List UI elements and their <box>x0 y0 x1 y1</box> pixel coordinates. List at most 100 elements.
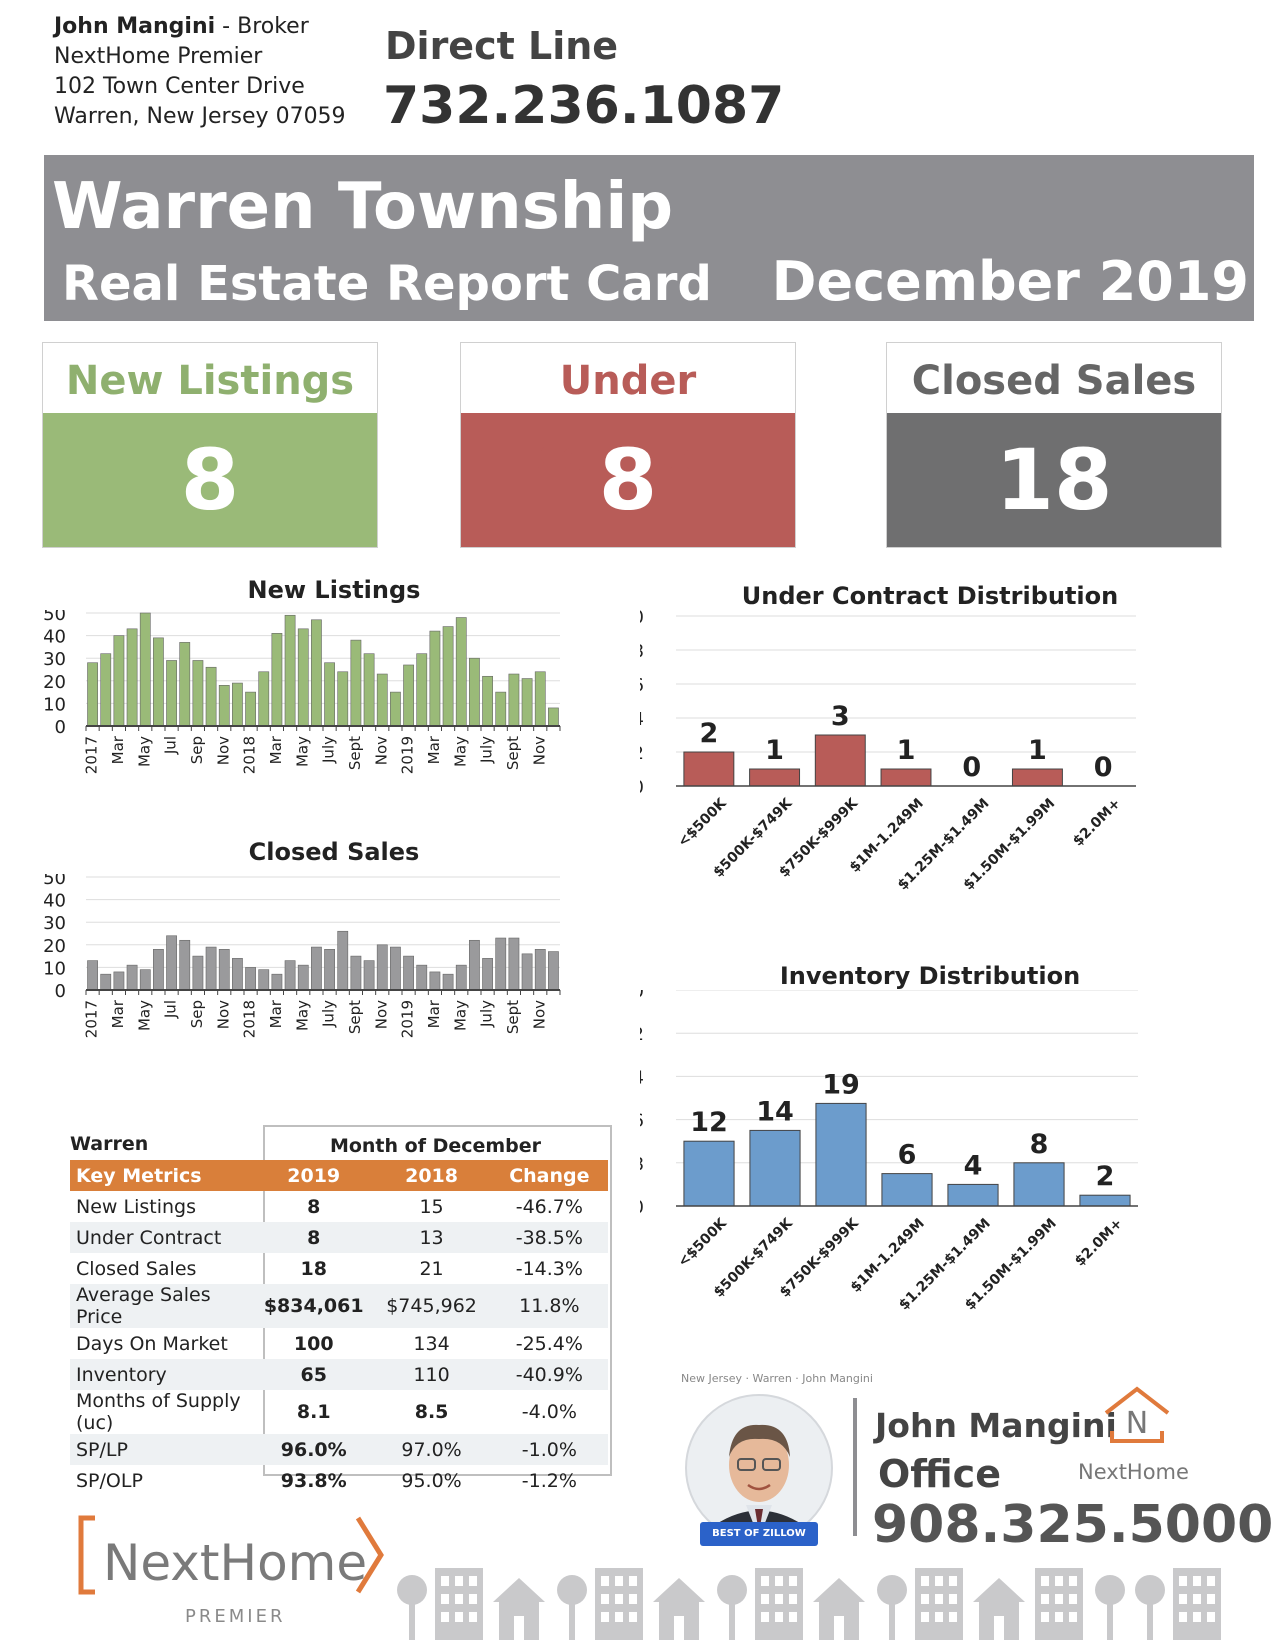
x-tick-label: Mar <box>425 999 443 1028</box>
building-window <box>469 1594 477 1604</box>
y-tick-label: 0 <box>55 981 66 1002</box>
house-door <box>834 1616 844 1640</box>
building-window <box>775 1576 783 1586</box>
building-window <box>1055 1612 1063 1622</box>
bar <box>337 930 349 991</box>
building-window <box>935 1576 943 1586</box>
bar <box>271 633 283 727</box>
bar <box>350 639 362 727</box>
table-cell: $745,962 <box>386 1295 477 1317</box>
table-cell: 8.1 <box>296 1401 331 1423</box>
bar <box>284 960 296 991</box>
building-window <box>615 1612 623 1622</box>
tree-trunk <box>1147 1602 1153 1640</box>
bar <box>258 671 270 727</box>
key-metrics-table: Key Metrics 2019 2018 Change New Listings 8 15… <box>70 1160 608 1496</box>
table-header-row: Key Metrics 2019 2018 Change <box>70 1160 608 1191</box>
building-window <box>629 1612 637 1622</box>
bar <box>113 971 125 991</box>
bar <box>548 951 559 991</box>
bar <box>126 628 138 727</box>
building-window <box>615 1576 623 1586</box>
title-banner <box>44 155 1254 321</box>
building-window <box>1055 1576 1063 1586</box>
chart-title-inventory-distribution: Inventory Distribution <box>779 962 1081 990</box>
x-tick-label: 2018 <box>241 736 259 774</box>
chart-title-closed-sales: Closed Sales <box>248 838 420 866</box>
table-cell: -38.5% <box>515 1226 583 1249</box>
data-label: 2 <box>1096 1161 1115 1192</box>
table-cell: Inventory <box>76 1363 167 1386</box>
bar <box>442 973 454 991</box>
house-door <box>674 1616 684 1640</box>
house-door <box>514 1616 524 1640</box>
best-of-zillow-badge: BEST OF ZILLOW <box>700 1522 818 1546</box>
bar <box>495 691 507 727</box>
bar <box>455 617 467 727</box>
bar <box>376 673 388 727</box>
bar <box>363 653 375 727</box>
table-cell: Average Sales Price <box>76 1284 211 1328</box>
y-tick-label: 0 <box>55 717 66 738</box>
data-label: 1 <box>1028 735 1047 766</box>
bar <box>179 642 191 727</box>
building-window <box>1193 1594 1201 1604</box>
x-tick-label: Nov <box>214 1000 232 1029</box>
bar <box>337 671 349 727</box>
report-date: December 2019 <box>771 250 1249 313</box>
house-roof <box>973 1578 1025 1602</box>
agent-name: John Mangini <box>54 14 216 39</box>
bar <box>100 973 112 991</box>
data-label: 12 <box>690 1107 728 1138</box>
building-window <box>1069 1576 1077 1586</box>
table-cell: Under Contract <box>76 1226 222 1249</box>
bar <box>390 946 401 991</box>
tree-trunk <box>729 1602 735 1640</box>
source-caption: New Jersey · Warren · John Mangini <box>681 1372 873 1385</box>
stat-label: Under Contract <box>531 358 725 480</box>
bar <box>482 675 493 727</box>
bar <box>205 946 217 991</box>
agent-info: John Mangini - Broker NextHome Premier 1… <box>54 12 346 132</box>
building-window <box>601 1594 609 1604</box>
contact-name: John Mangini <box>875 1406 1117 1445</box>
bar <box>363 960 375 991</box>
table-cell: 65 <box>300 1363 327 1386</box>
table-row: Days On Market 100 134 -25.4% <box>70 1328 608 1359</box>
table-row: Average Sales Price $834,061 $745,962 11.8% <box>70 1284 608 1328</box>
agent-photo <box>685 1394 833 1543</box>
bar <box>192 955 204 991</box>
y-tick-label: 50 <box>43 610 66 625</box>
house-door <box>994 1616 1004 1640</box>
bar <box>403 955 414 991</box>
building-window <box>1055 1594 1063 1604</box>
bar <box>166 935 177 991</box>
house-roof <box>653 1578 705 1602</box>
bar <box>521 678 533 727</box>
data-label: 3 <box>831 701 850 732</box>
building-window <box>1193 1576 1201 1586</box>
x-tick-label: Mar <box>267 999 285 1028</box>
x-tick-label: July <box>320 736 338 764</box>
stat-closed-sales: Closed Sales 18 <box>886 342 1222 548</box>
bar <box>455 964 467 991</box>
bar <box>469 939 480 991</box>
building-window <box>629 1576 637 1586</box>
tree-icon <box>557 1575 587 1605</box>
bar <box>245 691 256 727</box>
building-window <box>1179 1576 1187 1586</box>
category-label: <$500K <box>675 1215 731 1271</box>
table-cell: 15 <box>419 1195 444 1218</box>
table-cell: 100 <box>293 1332 334 1355</box>
data-label: 8 <box>1030 1129 1049 1160</box>
building-window <box>789 1612 797 1622</box>
x-tick-label: Mar <box>267 735 285 764</box>
bar <box>350 955 362 991</box>
y-tick-label: 24 <box>640 1067 644 1088</box>
data-label: 0 <box>1094 752 1113 783</box>
inventory-distribution-chart: 081624324012<$500K14$500K-$749K19$750K-$… <box>640 990 1138 1313</box>
building-window <box>441 1612 449 1622</box>
table-row: SP/LP 96.0% 97.0% -1.0% <box>70 1434 608 1465</box>
table-row: Months of Supply (uc) 8.1 8.5 -4.0% <box>70 1390 608 1434</box>
